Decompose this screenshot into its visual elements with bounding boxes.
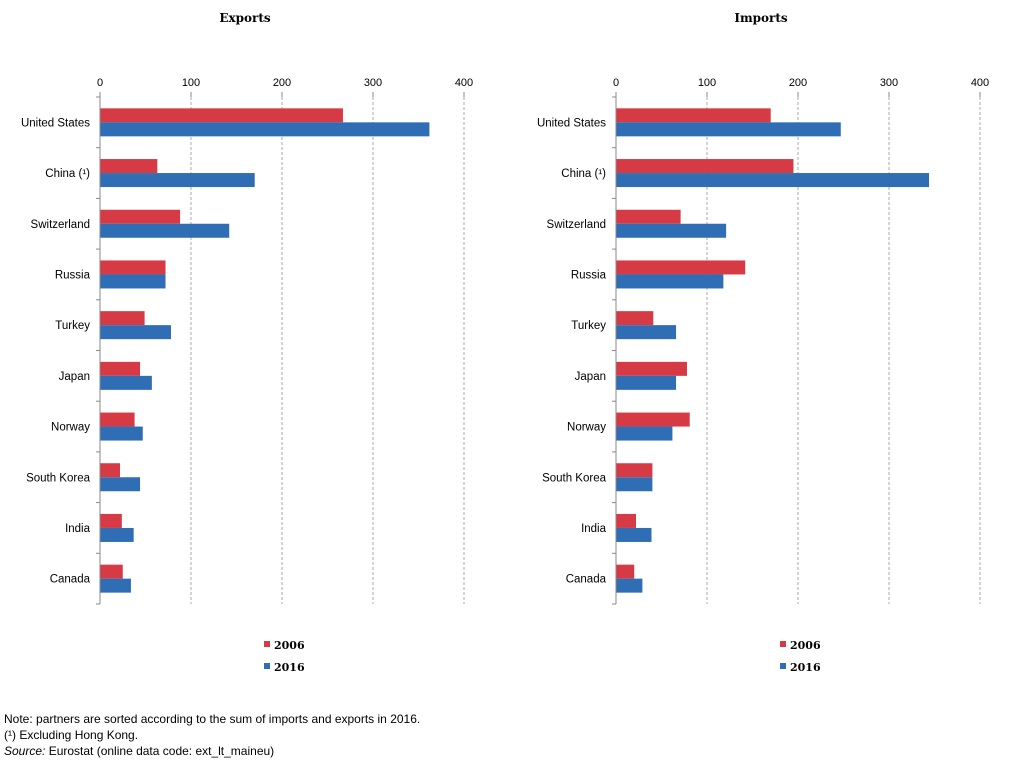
bar-imports-2016 [616, 274, 724, 289]
note-source: Source: Eurostat (online data code: ext_… [4, 743, 420, 759]
legend-label-imports-2016: 2016 [790, 661, 821, 674]
category-label: Turkey [55, 320, 90, 332]
bar-imports-2016 [616, 375, 677, 390]
bar-imports-2006 [616, 159, 794, 174]
chart-imports: Imports 0 100 200 300 400 United States China (… [537, 11, 989, 674]
x-tick-label-imports-0: 0 [613, 77, 619, 89]
category-label: Switzerland [31, 219, 90, 231]
legend-swatch-imports-2016 [780, 663, 786, 669]
x-tick-label-imports-400: 400 [971, 77, 989, 89]
bar-imports-2016 [616, 223, 727, 238]
bar-imports-2016 [616, 477, 653, 492]
category-label: Russia [55, 269, 91, 281]
bar-imports-2006 [616, 209, 681, 224]
bar-exports-2006 [100, 209, 181, 224]
note-sort-order: Note: partners are sorted according to t… [4, 712, 421, 726]
x-tick-label-exports-200: 200 [273, 77, 291, 89]
source-label: Source: [4, 744, 46, 758]
chart-exports: Exports 0 100 200 300 400 United States China (… [21, 11, 473, 674]
bar-imports-2016 [616, 173, 930, 188]
bar-imports-2006 [616, 564, 635, 579]
category-label: Russia [571, 269, 607, 281]
bar-exports-2006 [100, 361, 141, 376]
bar-exports-2016 [100, 527, 134, 542]
category-label: South Korea [26, 472, 91, 484]
category-label: Norway [51, 422, 90, 434]
note-footnote: (¹) Excluding Hong Kong. [4, 728, 139, 742]
source-text: Eurostat (online data code: ext_lt_maine… [45, 744, 275, 758]
bar-exports-2016 [100, 375, 152, 390]
category-label: Switzerland [547, 219, 606, 231]
category-label: South Korea [542, 472, 607, 484]
category-label: India [581, 523, 607, 535]
bar-exports-2016 [100, 426, 143, 441]
category-label: China (¹) [561, 168, 606, 180]
bar-exports-2006 [100, 260, 166, 275]
bar-exports-2006 [100, 513, 122, 528]
category-label: China (¹) [45, 168, 90, 180]
legend-label-exports-2006: 2006 [274, 639, 305, 652]
category-label: United States [21, 117, 90, 129]
bar-exports-2016 [100, 477, 141, 492]
bar-exports-2016 [100, 173, 255, 188]
bar-imports-2006 [616, 412, 690, 427]
legend-swatch-exports-2016 [264, 663, 270, 669]
x-tick-label-exports-400: 400 [455, 77, 473, 89]
bar-imports-2006 [616, 260, 746, 275]
legend-swatch-imports-2006 [780, 641, 786, 647]
x-tick-label-imports-200: 200 [789, 77, 807, 89]
x-tick-label-imports-300: 300 [880, 77, 898, 89]
bar-exports-2006 [100, 311, 145, 326]
category-label: Canada [50, 574, 91, 586]
bar-imports-2016 [616, 325, 677, 340]
category-label: Japan [575, 371, 606, 383]
bar-imports-2006 [616, 513, 637, 528]
bar-imports-2006 [616, 463, 653, 478]
x-tick-label-exports-300: 300 [364, 77, 382, 89]
bar-imports-2006 [616, 311, 654, 326]
bar-exports-2006 [100, 564, 123, 579]
legend-label-imports-2006: 2006 [790, 639, 821, 652]
category-label: United States [537, 117, 606, 129]
chart-title-imports: Imports [734, 11, 788, 25]
bar-imports-2016 [616, 527, 652, 542]
charts-area: Exports 0 100 200 300 400 United States China (… [21, 11, 989, 674]
bar-exports-2016 [100, 325, 171, 340]
bar-exports-2006 [100, 463, 121, 478]
bar-imports-2016 [616, 426, 673, 441]
category-label: India [65, 523, 91, 535]
bar-imports-2016 [616, 122, 841, 137]
x-tick-label-exports-100: 100 [182, 77, 200, 89]
category-label: Japan [59, 371, 90, 383]
bar-imports-2006 [616, 108, 771, 123]
chart-title-exports: Exports [219, 11, 271, 25]
bar-exports-2006 [100, 159, 158, 174]
bar-imports-2006 [616, 361, 687, 376]
bar-exports-2016 [100, 274, 166, 289]
notes-block: Note: partners are sorted according to t… [4, 711, 420, 759]
bar-exports-2016 [100, 578, 131, 593]
bar-exports-2006 [100, 412, 135, 427]
legend-label-exports-2016: 2016 [274, 661, 305, 674]
bar-imports-2016 [616, 578, 643, 593]
bar-exports-2016 [100, 223, 230, 238]
x-tick-label-exports-0: 0 [97, 77, 103, 89]
category-label: Turkey [571, 320, 606, 332]
category-label: Canada [566, 574, 607, 586]
legend-swatch-exports-2006 [264, 641, 270, 647]
category-label: Norway [567, 422, 606, 434]
bar-exports-2016 [100, 122, 430, 137]
x-tick-label-imports-100: 100 [698, 77, 716, 89]
bar-exports-2006 [100, 108, 343, 123]
